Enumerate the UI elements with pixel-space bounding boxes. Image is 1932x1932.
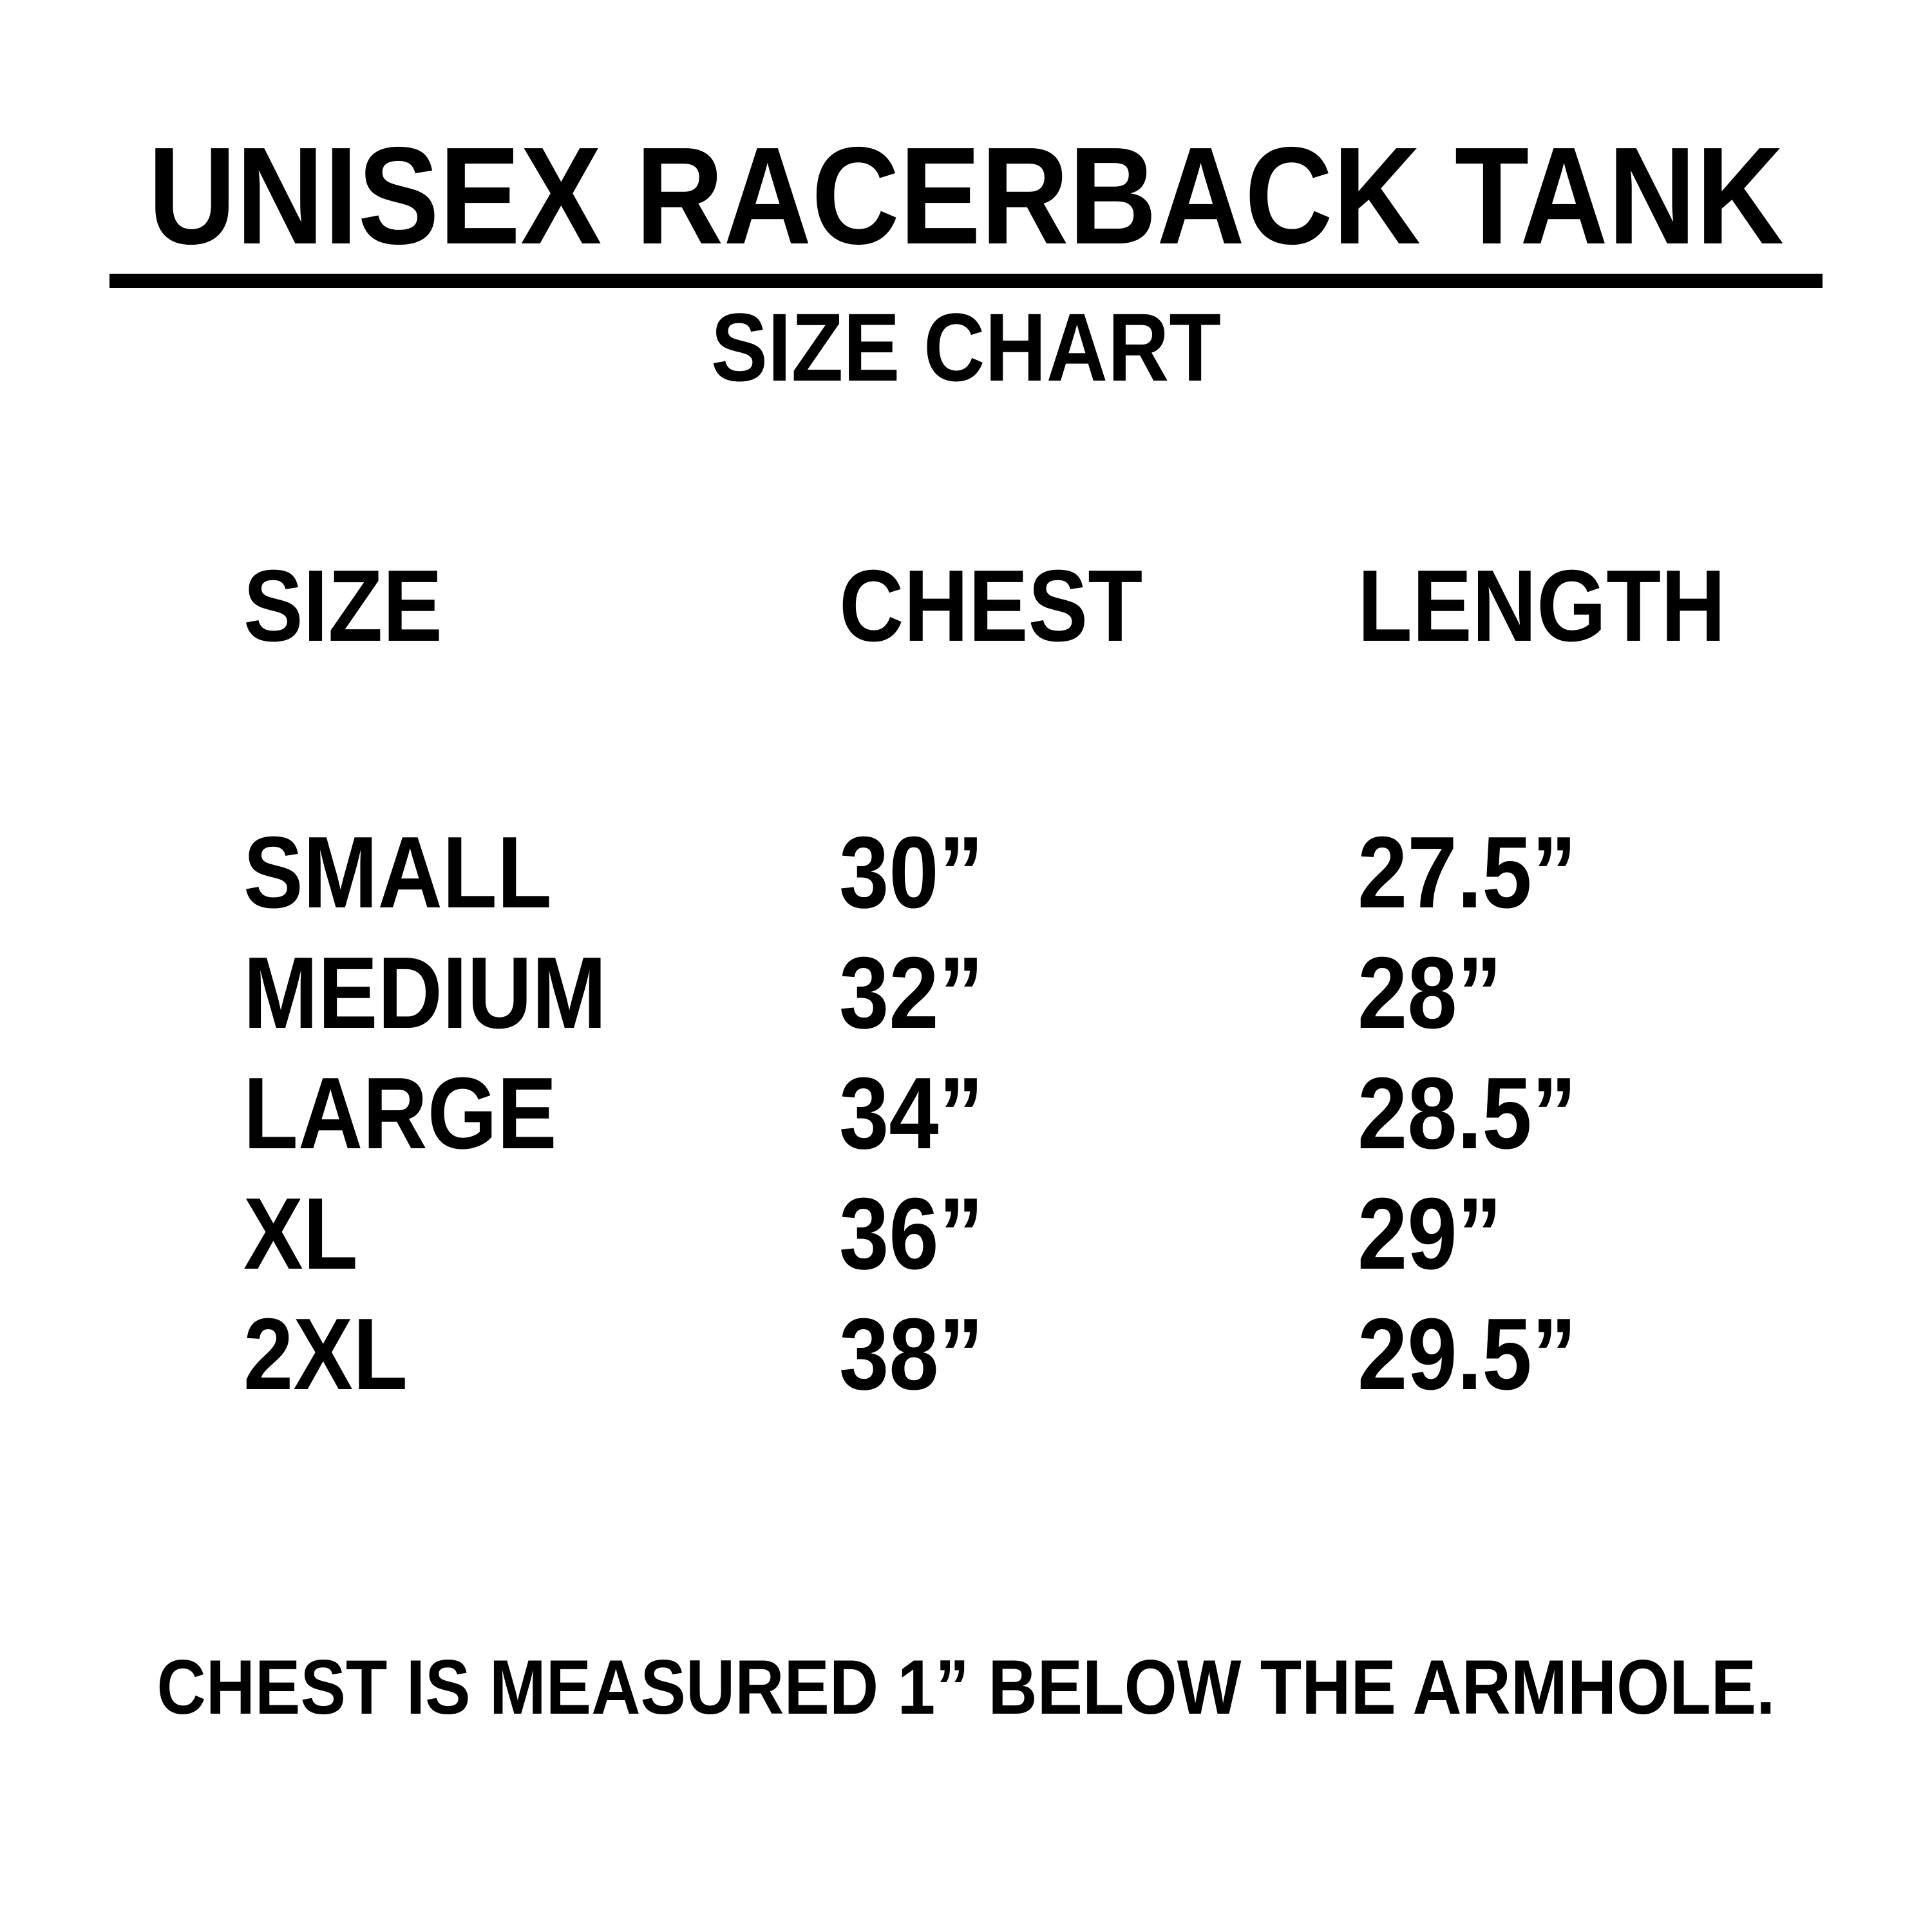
table-header-row: SIZE CHEST LENGTH (243, 555, 1932, 657)
cell-size: SMALL (243, 816, 552, 929)
column-header-size: SIZE (243, 549, 443, 663)
table-row: XL 36” 29” (243, 1174, 1932, 1294)
page-title: UNISEX RACERBACK TANK (147, 118, 1785, 273)
cell-size: MEDIUM (243, 936, 607, 1050)
cell-chest: 38” (839, 1298, 984, 1411)
cell-size: LARGE (243, 1057, 557, 1170)
column-header-chest: CHEST (839, 549, 1143, 663)
table-row: LARGE 34” 28.5” (243, 1054, 1932, 1174)
cell-length: 28.5” (1358, 1057, 1577, 1170)
cell-size: 2XL (243, 1298, 408, 1411)
cell-size: XL (243, 1177, 358, 1291)
cell-chest: 34” (839, 1057, 984, 1170)
table-row: SMALL 30” 27.5” (243, 813, 1932, 933)
cell-length: 27.5” (1358, 816, 1577, 929)
cell-length: 29.5” (1358, 1298, 1577, 1411)
column-header-length: LENGTH (1358, 549, 1726, 663)
cell-length: 29” (1358, 1177, 1502, 1291)
table-row: MEDIUM 32” 28” (243, 933, 1932, 1054)
title-underline (109, 274, 1823, 288)
footer-note: CHEST IS MEASURED 1” BELOW THE ARMHOLE. (156, 1644, 1776, 1730)
table-body: SMALL 30” 27.5” MEDIUM 32” 28” LARGE 34”… (243, 813, 1932, 1415)
cell-length: 28” (1358, 936, 1502, 1050)
cell-chest: 32” (839, 936, 984, 1050)
page-subtitle: SIZE CHART (711, 293, 1221, 401)
cell-chest: 30” (839, 816, 984, 929)
cell-chest: 36” (839, 1177, 984, 1291)
table-row: 2XL 38” 29.5” (243, 1294, 1932, 1415)
